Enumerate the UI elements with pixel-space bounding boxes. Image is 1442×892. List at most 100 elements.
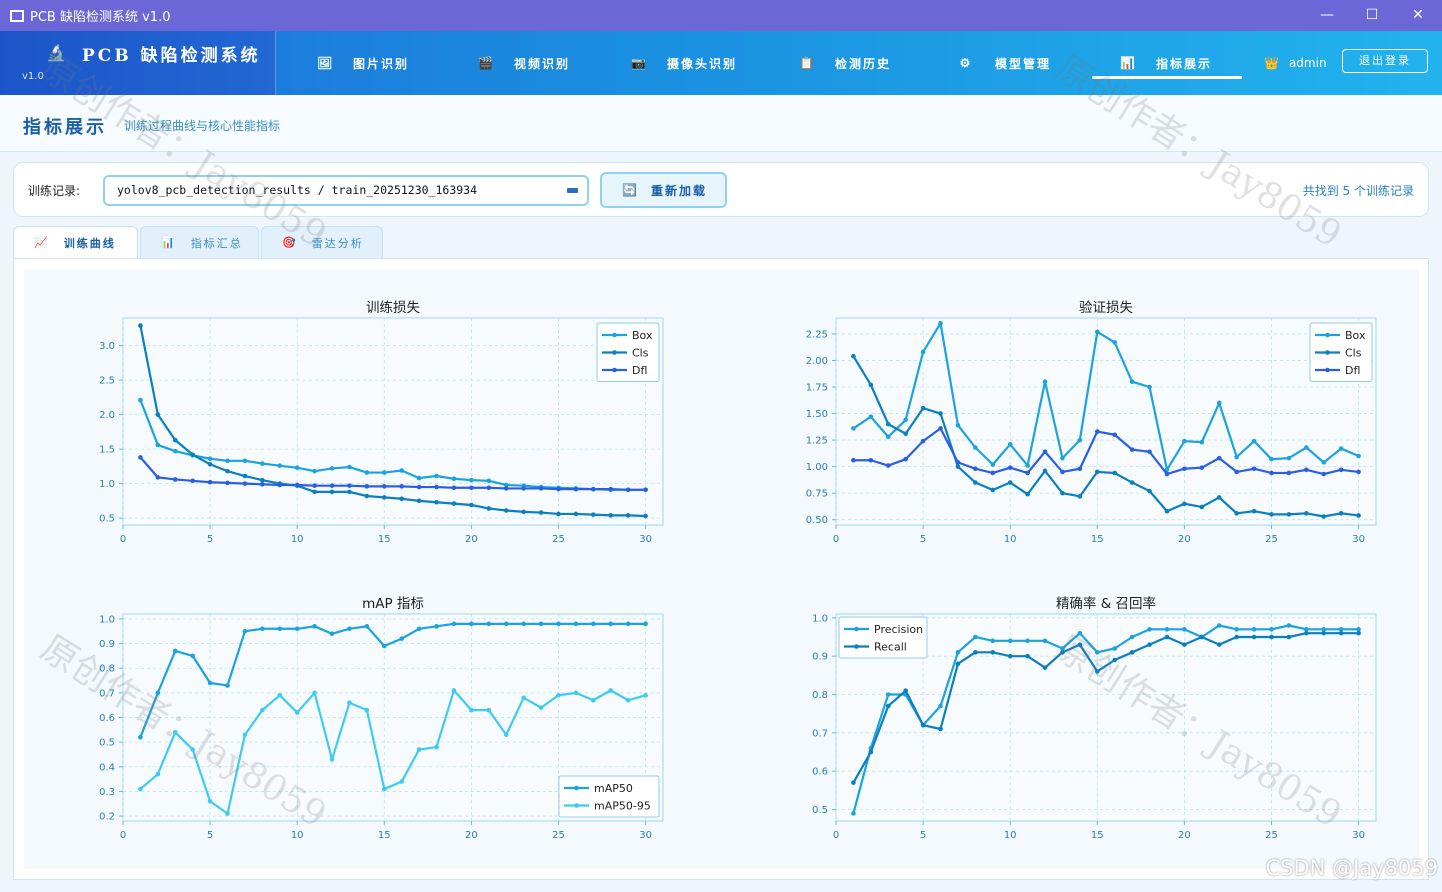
data-point (990, 638, 996, 644)
data-point (1338, 511, 1344, 516)
logout-button[interactable]: 退出登录 (1342, 49, 1428, 73)
chart-3: 0 5 10 15 20 25 30 0.5 0.6 0.7 0.8 0.9 1.0 精确率 & 召回率 P… (812, 595, 1377, 841)
data-point (1060, 646, 1065, 651)
data-point (920, 722, 926, 728)
record-select[interactable]: yolov8_pcb_detection_results / train_202… (103, 175, 589, 206)
data-point (1356, 630, 1361, 636)
data-point (207, 798, 213, 804)
data-point (1338, 627, 1344, 632)
data-point (329, 483, 335, 488)
nav-item-metrics-display[interactable]: 📊 指标展示 (1120, 51, 1212, 75)
data-point (1338, 630, 1344, 636)
x-tick-label: 30 (1352, 830, 1365, 841)
data-point (1007, 480, 1013, 485)
legend-label: Cls (632, 347, 649, 360)
data-point (347, 700, 352, 706)
data-point (973, 634, 978, 640)
x-tick-label: 30 (1352, 534, 1365, 545)
tab-metrics-summary[interactable]: 📊 指标汇总 (140, 226, 259, 258)
tab-training-curves[interactable]: 📈 训练曲线 (13, 226, 138, 258)
data-point (591, 621, 596, 627)
data-point (1234, 469, 1239, 475)
data-point (225, 683, 230, 688)
legend-marker (612, 367, 617, 373)
nav-item-image-recognition[interactable]: 🖼 图片识别 (317, 51, 409, 75)
maximize-button[interactable]: ☐ (1365, 7, 1379, 23)
data-point (1286, 470, 1292, 476)
data-point (416, 475, 422, 481)
data-point (973, 650, 978, 655)
data-point (1112, 646, 1118, 651)
legend: mAP50 mAP50-95 (558, 775, 660, 818)
data-point (294, 710, 300, 715)
data-point (381, 495, 387, 500)
data-point (608, 621, 614, 627)
data-point (955, 464, 961, 469)
data-point (1356, 627, 1361, 632)
plot-area (122, 317, 664, 526)
data-point (885, 703, 891, 709)
tab-radar-analysis[interactable]: 🎯 雷达分析 (261, 226, 383, 258)
series-line-mAP50 (139, 622, 646, 738)
data-point (172, 729, 178, 735)
data-point (591, 697, 596, 703)
data-point (608, 688, 614, 693)
dropdown-icon (567, 188, 578, 193)
data-point (1042, 665, 1048, 670)
data-point (1304, 511, 1309, 516)
x-tick-label: 0 (833, 830, 839, 841)
legend-marker (854, 644, 859, 649)
reload-button[interactable]: 🔄 重新加载 (600, 172, 727, 208)
data-point (347, 483, 352, 488)
close-button[interactable]: ✕ (1412, 7, 1424, 23)
data-point (1304, 445, 1309, 450)
nav-label: 视频识别 (514, 56, 571, 71)
data-point (625, 487, 631, 493)
x-tick-label: 10 (291, 830, 304, 841)
data-point (955, 650, 961, 655)
x-tick-label: 25 (552, 830, 565, 841)
data-point (573, 690, 579, 696)
username: admin (1288, 56, 1327, 70)
data-point (990, 650, 996, 655)
legend-label: Dfl (1345, 364, 1360, 377)
nav-item-camera-recognition[interactable]: 📷 摄像头识别 (631, 51, 737, 75)
data-point (399, 484, 405, 489)
nav-label: 模型管理 (995, 56, 1052, 71)
data-point (1286, 512, 1292, 517)
nav-active-indicator (1092, 76, 1242, 79)
y-tick-label: 1.50 (806, 409, 828, 420)
nav-item-detection-history[interactable]: 📋 检测历史 (799, 51, 891, 75)
chart-title: mAP 指标 (362, 596, 424, 612)
data-point (207, 456, 213, 462)
data-point (1269, 627, 1274, 632)
data-point (1356, 513, 1361, 518)
refresh-icon: 🔄 (622, 183, 639, 197)
data-point (207, 461, 213, 467)
data-point (990, 462, 996, 467)
y-tick-label: 0.50 (806, 515, 828, 526)
record-toolbar: 训练记录: yolov8_pcb_detection_results / tra… (13, 162, 1429, 217)
data-point (1129, 650, 1135, 655)
data-point (643, 487, 648, 493)
data-point (486, 506, 492, 511)
data-point (1251, 634, 1257, 640)
minimize-button[interactable]: — (1320, 7, 1334, 23)
data-point (1094, 650, 1100, 655)
x-tick-label: 0 (833, 534, 839, 545)
data-point (1077, 642, 1083, 647)
page-header: 指标展示 训练过程曲线与核心性能指标 (0, 95, 1442, 152)
nav-item-video-recognition[interactable]: 🎬 视频识别 (478, 51, 570, 75)
chart-title: 训练损失 (366, 300, 420, 316)
data-point (381, 484, 387, 489)
data-point (1077, 494, 1083, 499)
chart-2: 0 5 10 15 20 25 30 0.2 0.3 0.4 0.5 0.6 0.7 0.8 0.9 1.0 m… (99, 596, 664, 841)
nav-item-model-management[interactable]: ⚙ 模型管理 (959, 51, 1051, 75)
series-line-Dfl (853, 427, 1359, 476)
data-point (381, 786, 387, 792)
y-tick-label: 0.8 (99, 664, 115, 675)
brand-version: v1.0 (22, 71, 44, 82)
data-point (1147, 449, 1152, 455)
legend-marker (1325, 367, 1330, 373)
x-tick-label: 20 (1178, 830, 1191, 841)
